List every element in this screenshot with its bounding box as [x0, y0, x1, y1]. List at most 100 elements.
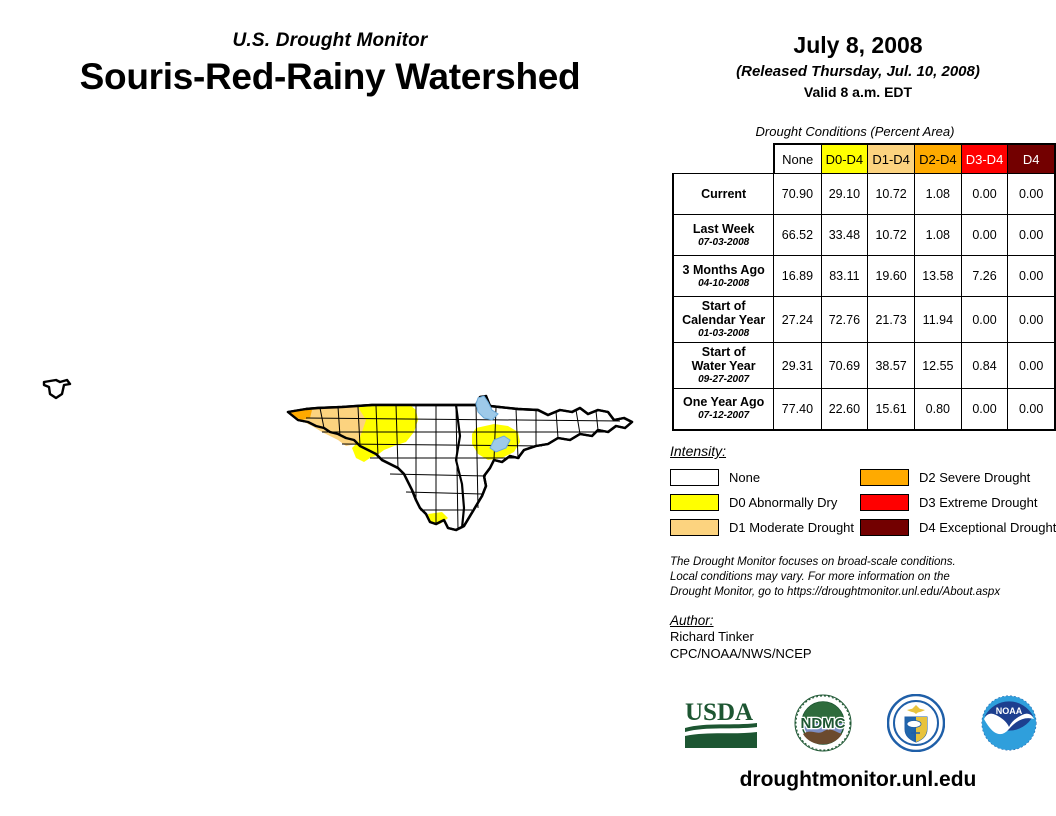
- cell-d3-d4: 7.26: [960, 255, 1009, 297]
- table-header-row: None D0-D4 D1-D4 D2-D4 D3-D4 D4: [673, 143, 1056, 174]
- intensity-heading: Intensity:: [670, 443, 727, 459]
- disclaimer-line-2: Local conditions may vary. For more info…: [670, 571, 950, 583]
- map-water-bodies: [475, 395, 511, 453]
- legend-entry: D1 Moderate Drought: [670, 515, 860, 540]
- cell-none: 29.31: [773, 342, 822, 389]
- legend-entry: D4 Exceptional Drought: [860, 515, 1056, 540]
- legend-label: D2 Severe Drought: [919, 470, 1031, 485]
- cell-d1-d4: 19.60: [867, 255, 915, 297]
- logo-row: USDA NDMC: [665, 693, 1055, 757]
- cell-none: 27.24: [773, 296, 822, 343]
- column-header-none: None: [772, 143, 822, 174]
- legend-entry: None: [670, 465, 860, 490]
- table-row: Start of Calendar Year 01-03-2008 27.24 72.7…: [672, 296, 1056, 343]
- cell-d3-d4: 0.00: [960, 173, 1009, 215]
- cell-d1-d4: 10.72: [867, 173, 915, 215]
- legend-label: None: [729, 470, 761, 485]
- author-block: Author: Richard Tinker CPC/NOAA/NWS/NCEP: [670, 613, 970, 662]
- cell-d4: 0.00: [1007, 342, 1056, 389]
- row-label: 3 Months Ago 04-10-2008: [672, 255, 775, 297]
- row-date: 04-10-2008: [698, 277, 750, 289]
- column-header-d1d4: D1-D4: [867, 143, 915, 174]
- valid-date: July 8, 2008: [793, 32, 923, 58]
- legend-entry: D0 Abnormally Dry: [670, 490, 860, 515]
- table-caption: Drought Conditions (Percent Area): [755, 124, 955, 139]
- row-label: Current: [672, 173, 775, 215]
- map-area: [0, 350, 660, 580]
- intensity-legend: Intensity: None D2 Severe Drought D0 Abnor…: [670, 443, 1056, 540]
- legend-label: D1 Moderate Drought: [729, 520, 855, 535]
- cell-d3-d4: 0.00: [960, 388, 1009, 431]
- table-row: Last Week 07-03-2008 66.52 33.48 10.72 1.08 0.…: [672, 214, 1056, 256]
- watershed-map: [286, 394, 634, 532]
- legend-swatch: [670, 494, 719, 511]
- table-row: 3 Months Ago 04-10-2008 16.89 83.11 19.60 13.…: [672, 255, 1056, 297]
- legend-swatch: [860, 519, 909, 536]
- cell-d0-d4: 83.11: [820, 255, 869, 297]
- legend-entry: D2 Severe Drought: [860, 465, 1050, 490]
- cell-d3-d4: 0.00: [960, 214, 1009, 256]
- map-inset-outline: [42, 378, 72, 400]
- cell-d2-d4: 0.80: [913, 388, 962, 431]
- column-header-d2d4: D2-D4: [913, 143, 962, 174]
- disclaimer-line-3: Drought Monitor, go to https://droughtmo…: [670, 586, 1001, 598]
- row-label: Start of Calendar Year 01-03-2008: [672, 296, 775, 343]
- cell-none: 16.89: [773, 255, 822, 297]
- svg-text:NDMC: NDMC: [800, 715, 845, 732]
- cell-d0-d4: 72.76: [820, 296, 869, 343]
- legend-swatch: [670, 519, 719, 536]
- row-date: 07-03-2008: [698, 236, 750, 248]
- disclaimer-line-1: The Drought Monitor focuses on broad-sca…: [670, 556, 956, 568]
- table-row: Start of Water Year 09-27-2007 29.31 70.69 38…: [672, 342, 1056, 389]
- row-label: Last Week 07-03-2008: [672, 214, 775, 256]
- row-label: Start of Water Year 09-27-2007: [672, 342, 775, 389]
- disclaimer-text: The Drought Monitor focuses on broad-sca…: [670, 555, 1050, 600]
- valid-time: Valid 8 a.m. EDT: [803, 84, 913, 100]
- table-row: Current 70.90 29.10 10.72 1.08 0.00 0.00: [672, 173, 1056, 215]
- cell-d4: 0.00: [1007, 255, 1056, 297]
- cell-d2-d4: 12.55: [913, 342, 962, 389]
- cell-d3-d4: 0.84: [960, 342, 1009, 389]
- cell-d1-d4: 15.61: [867, 388, 915, 431]
- drought-conditions-table: None D0-D4 D1-D4 D2-D4 D3-D4 D4 Current 7…: [672, 143, 1056, 431]
- row-label: One Year Ago 07-12-2007: [672, 388, 775, 431]
- cell-d1-d4: 38.57: [867, 342, 915, 389]
- legend-swatch: [860, 469, 909, 486]
- table-corner-cell: [673, 144, 774, 174]
- commerce-seal-logo: [886, 693, 945, 757]
- legend-grid: None D2 Severe Drought D0 Abnormally Dry D3…: [670, 465, 1056, 540]
- cell-d1-d4: 21.73: [867, 296, 915, 343]
- legend-label: D0 Abnormally Dry: [729, 495, 838, 510]
- cell-d2-d4: 1.08: [913, 173, 962, 215]
- legend-label: D4 Exceptional Drought: [919, 520, 1056, 535]
- map-county-lines: [305, 404, 621, 531]
- site-url: droughtmonitor.unl.edu: [739, 768, 977, 791]
- legend-label: D3 Extreme Drought: [919, 495, 1038, 510]
- row-date: 09-27-2007: [698, 374, 750, 385]
- author-heading: Author:: [670, 613, 714, 628]
- cell-d2-d4: 13.58: [913, 255, 962, 297]
- title-block: U.S. Drought Monitor Souris-Red-Rainy Wa…: [0, 30, 660, 98]
- column-header-d0d4: D0-D4: [820, 143, 869, 174]
- cell-d4: 0.00: [1007, 388, 1056, 431]
- release-date: (Released Thursday, Jul. 10, 2008): [736, 63, 980, 80]
- cell-d0-d4: 33.48: [820, 214, 869, 256]
- cell-d0-d4: 70.69: [820, 342, 869, 389]
- cell-none: 66.52: [773, 214, 822, 256]
- usda-logo: USDA: [683, 696, 759, 755]
- page-title: Souris-Red-Rainy Watershed: [79, 56, 581, 97]
- svg-text:NOAA: NOAA: [995, 706, 1022, 716]
- cell-d0-d4: 29.10: [820, 173, 869, 215]
- legend-swatch: [860, 494, 909, 511]
- ndmc-logo: NDMC: [794, 694, 852, 757]
- author-organization: CPC/NOAA/NWS/NCEP: [670, 646, 812, 661]
- map-region-d0-west-lobe: [352, 442, 370, 462]
- column-header-d3d4: D3-D4: [960, 143, 1009, 174]
- table-row: One Year Ago 07-12-2007 77.40 22.60 15.61 0.8…: [672, 388, 1056, 431]
- cell-d4: 0.00: [1007, 173, 1056, 215]
- cell-none: 70.90: [773, 173, 822, 215]
- cell-d1-d4: 10.72: [867, 214, 915, 256]
- map-major-divider: [454, 404, 466, 529]
- svg-text:USDA: USDA: [685, 699, 753, 726]
- row-date: 01-03-2008: [698, 328, 750, 339]
